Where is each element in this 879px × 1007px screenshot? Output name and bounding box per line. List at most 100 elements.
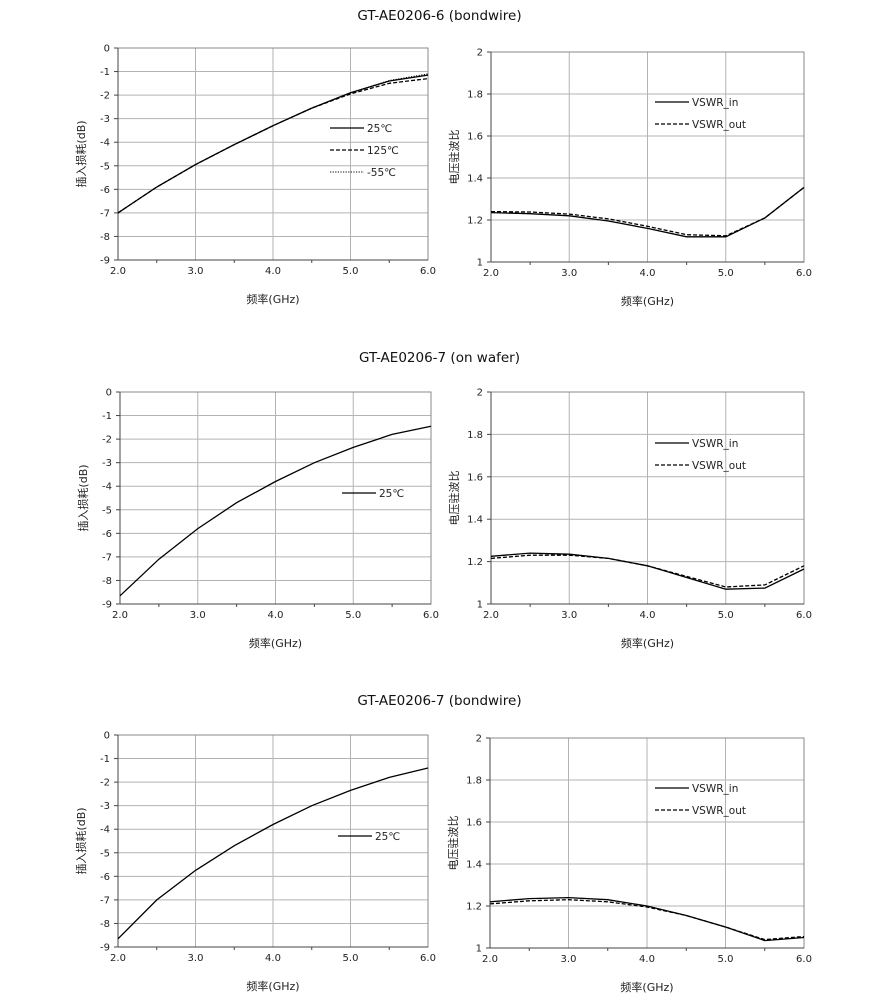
x-tick-label: 5.0 — [718, 268, 734, 279]
chart-5: 2.0 3.0 4.0 5.0 6.0 0 -1 -2 -3 -4 -5 -6 -7 -8 -9 频率(GHz… — [74, 731, 436, 994]
y-tick-label: -1 — [102, 411, 112, 422]
y-tick-label: 1.2 — [467, 216, 483, 227]
x-axis-label: 频率(GHz) — [246, 292, 299, 306]
y-tick-label: -5 — [100, 848, 110, 859]
y-tick-label: -2 — [100, 91, 110, 102]
x-tick-label: 4.0 — [265, 953, 281, 964]
x-tick-label: 5.0 — [343, 266, 359, 277]
y-tick-label: -7 — [100, 895, 110, 906]
x-axis-label: 频率(GHz) — [621, 636, 674, 650]
y-tick-label: 1.2 — [467, 557, 483, 568]
y-tick-label: 0 — [104, 44, 110, 55]
y-axis-label: 电压驻波比 — [447, 471, 461, 526]
y-tick-label: 0 — [104, 731, 110, 742]
y-tick-label: -2 — [100, 778, 110, 789]
y-tick-label: -4 — [100, 138, 110, 149]
y-axis-label: 插入损耗(dB) — [74, 120, 88, 187]
x-tick-label: 4.0 — [639, 954, 655, 965]
y-tick-label: -6 — [102, 529, 112, 540]
legend-label: VSWR_in — [692, 438, 738, 450]
series-line-2 — [117, 77, 429, 214]
y-tick-label: -9 — [102, 600, 112, 611]
x-tick-label: 6.0 — [796, 610, 812, 621]
y-tick-label: -5 — [102, 505, 112, 516]
y-tick-label: -7 — [102, 552, 112, 563]
y-axis-label: 插入损耗(dB) — [74, 807, 88, 874]
chart-3: 2.0 3.0 4.0 5.0 6.0 0 -1 -2 -3 -4 -5 -6 -7 -8 -9 频率(GHz… — [76, 388, 439, 651]
x-tick-label: 2.0 — [110, 266, 126, 277]
chart-2: 2.0 3.0 4.0 5.0 6.0 2 1.8 1.6 1.4 1.2 1 频率(GHz) 电压驻波… — [447, 48, 812, 309]
x-tick-label: 4.0 — [265, 266, 281, 277]
y-tick-label: -8 — [100, 232, 110, 243]
section-title-2: GT-AE0206-7 (on wafer) — [359, 350, 520, 366]
x-tick-label: 5.0 — [345, 610, 361, 621]
y-tick-label: -3 — [102, 458, 112, 469]
x-axis-label: 频率(GHz) — [246, 979, 299, 993]
y-axis-label: 插入损耗(dB) — [76, 464, 90, 531]
series-line-1 — [119, 425, 432, 597]
legend-label: 25℃ — [367, 123, 392, 135]
y-tick-label: 1.2 — [466, 902, 482, 913]
x-tick-label: 6.0 — [423, 610, 439, 621]
x-tick-label: 2.0 — [112, 610, 128, 621]
y-axis-label: 电压驻波比 — [447, 130, 461, 185]
x-axis-label: 频率(GHz) — [620, 980, 673, 994]
legend-label: VSWR_out — [692, 805, 746, 817]
y-tick-label: -1 — [100, 754, 110, 765]
x-tick-label: 2.0 — [483, 610, 499, 621]
y-tick-label: -6 — [100, 185, 110, 196]
x-tick-label: 5.0 — [718, 954, 734, 965]
y-tick-label: 2 — [477, 48, 483, 59]
chart-4: 2.0 3.0 4.0 5.0 6.0 2 1.8 1.6 1.4 1.2 1 频率(GHz) 电压驻波… — [447, 388, 812, 651]
y-tick-label: -6 — [100, 872, 110, 883]
y-tick-label: -3 — [100, 801, 110, 812]
y-tick-label: -7 — [100, 208, 110, 219]
series-line-2 — [490, 186, 805, 237]
chart-6: 2.0 3.0 4.0 5.0 6.0 2 1.8 1.6 1.4 1.2 1 频率(GHz) 电压驻波… — [446, 734, 812, 995]
y-tick-label: -8 — [100, 919, 110, 930]
y-tick-label: 1.6 — [467, 472, 483, 483]
y-tick-label: -9 — [100, 943, 110, 954]
y-tick-label: -9 — [100, 256, 110, 267]
legend-label: 25℃ — [375, 831, 400, 843]
x-tick-label: 4.0 — [640, 610, 656, 621]
y-axis-label: 电压驻波比 — [446, 816, 460, 871]
x-tick-label: 4.0 — [640, 268, 656, 279]
x-tick-label: 6.0 — [420, 266, 436, 277]
y-tick-label: 1 — [477, 600, 483, 611]
series-line-2 — [490, 554, 805, 588]
y-tick-label: 1.4 — [467, 515, 483, 526]
x-tick-label: 6.0 — [796, 268, 812, 279]
y-tick-label: 0 — [106, 388, 112, 399]
x-tick-label: 3.0 — [561, 610, 577, 621]
x-tick-label: 2.0 — [483, 268, 499, 279]
x-tick-label: 2.0 — [110, 953, 126, 964]
legend-label: VSWR_out — [692, 119, 746, 131]
chart-1: 2.0 3.0 4.0 5.0 6.0 0 -1 -2 -3 -4 -5 -6 -7 -8 -9 频率(GHz… — [74, 44, 436, 307]
y-tick-label: -3 — [100, 114, 110, 125]
y-tick-label: 1.4 — [467, 174, 483, 185]
y-tick-label: 1.4 — [466, 860, 482, 871]
y-tick-label: -4 — [100, 825, 110, 836]
series-line-2 — [489, 899, 805, 941]
y-tick-label: -1 — [100, 67, 110, 78]
series-line-3 — [117, 73, 429, 214]
y-tick-label: 1.8 — [467, 90, 483, 101]
x-tick-label: 4.0 — [268, 610, 284, 621]
x-tick-label: 3.0 — [188, 953, 204, 964]
x-tick-label: 3.0 — [561, 954, 577, 965]
y-tick-label: -2 — [102, 435, 112, 446]
x-tick-label: 6.0 — [796, 954, 812, 965]
legend-label: VSWR_in — [692, 97, 738, 109]
y-tick-label: 1 — [476, 944, 482, 955]
series-line-1 — [117, 767, 429, 940]
legend-label: 25℃ — [379, 488, 404, 500]
y-tick-label: 1.8 — [467, 430, 483, 441]
y-tick-label: -4 — [102, 482, 112, 493]
x-tick-label: 6.0 — [420, 953, 436, 964]
legend-label: -55℃ — [367, 167, 396, 179]
x-tick-label: 5.0 — [343, 953, 359, 964]
x-axis-label: 频率(GHz) — [621, 294, 674, 308]
x-axis-label: 频率(GHz) — [249, 636, 302, 650]
